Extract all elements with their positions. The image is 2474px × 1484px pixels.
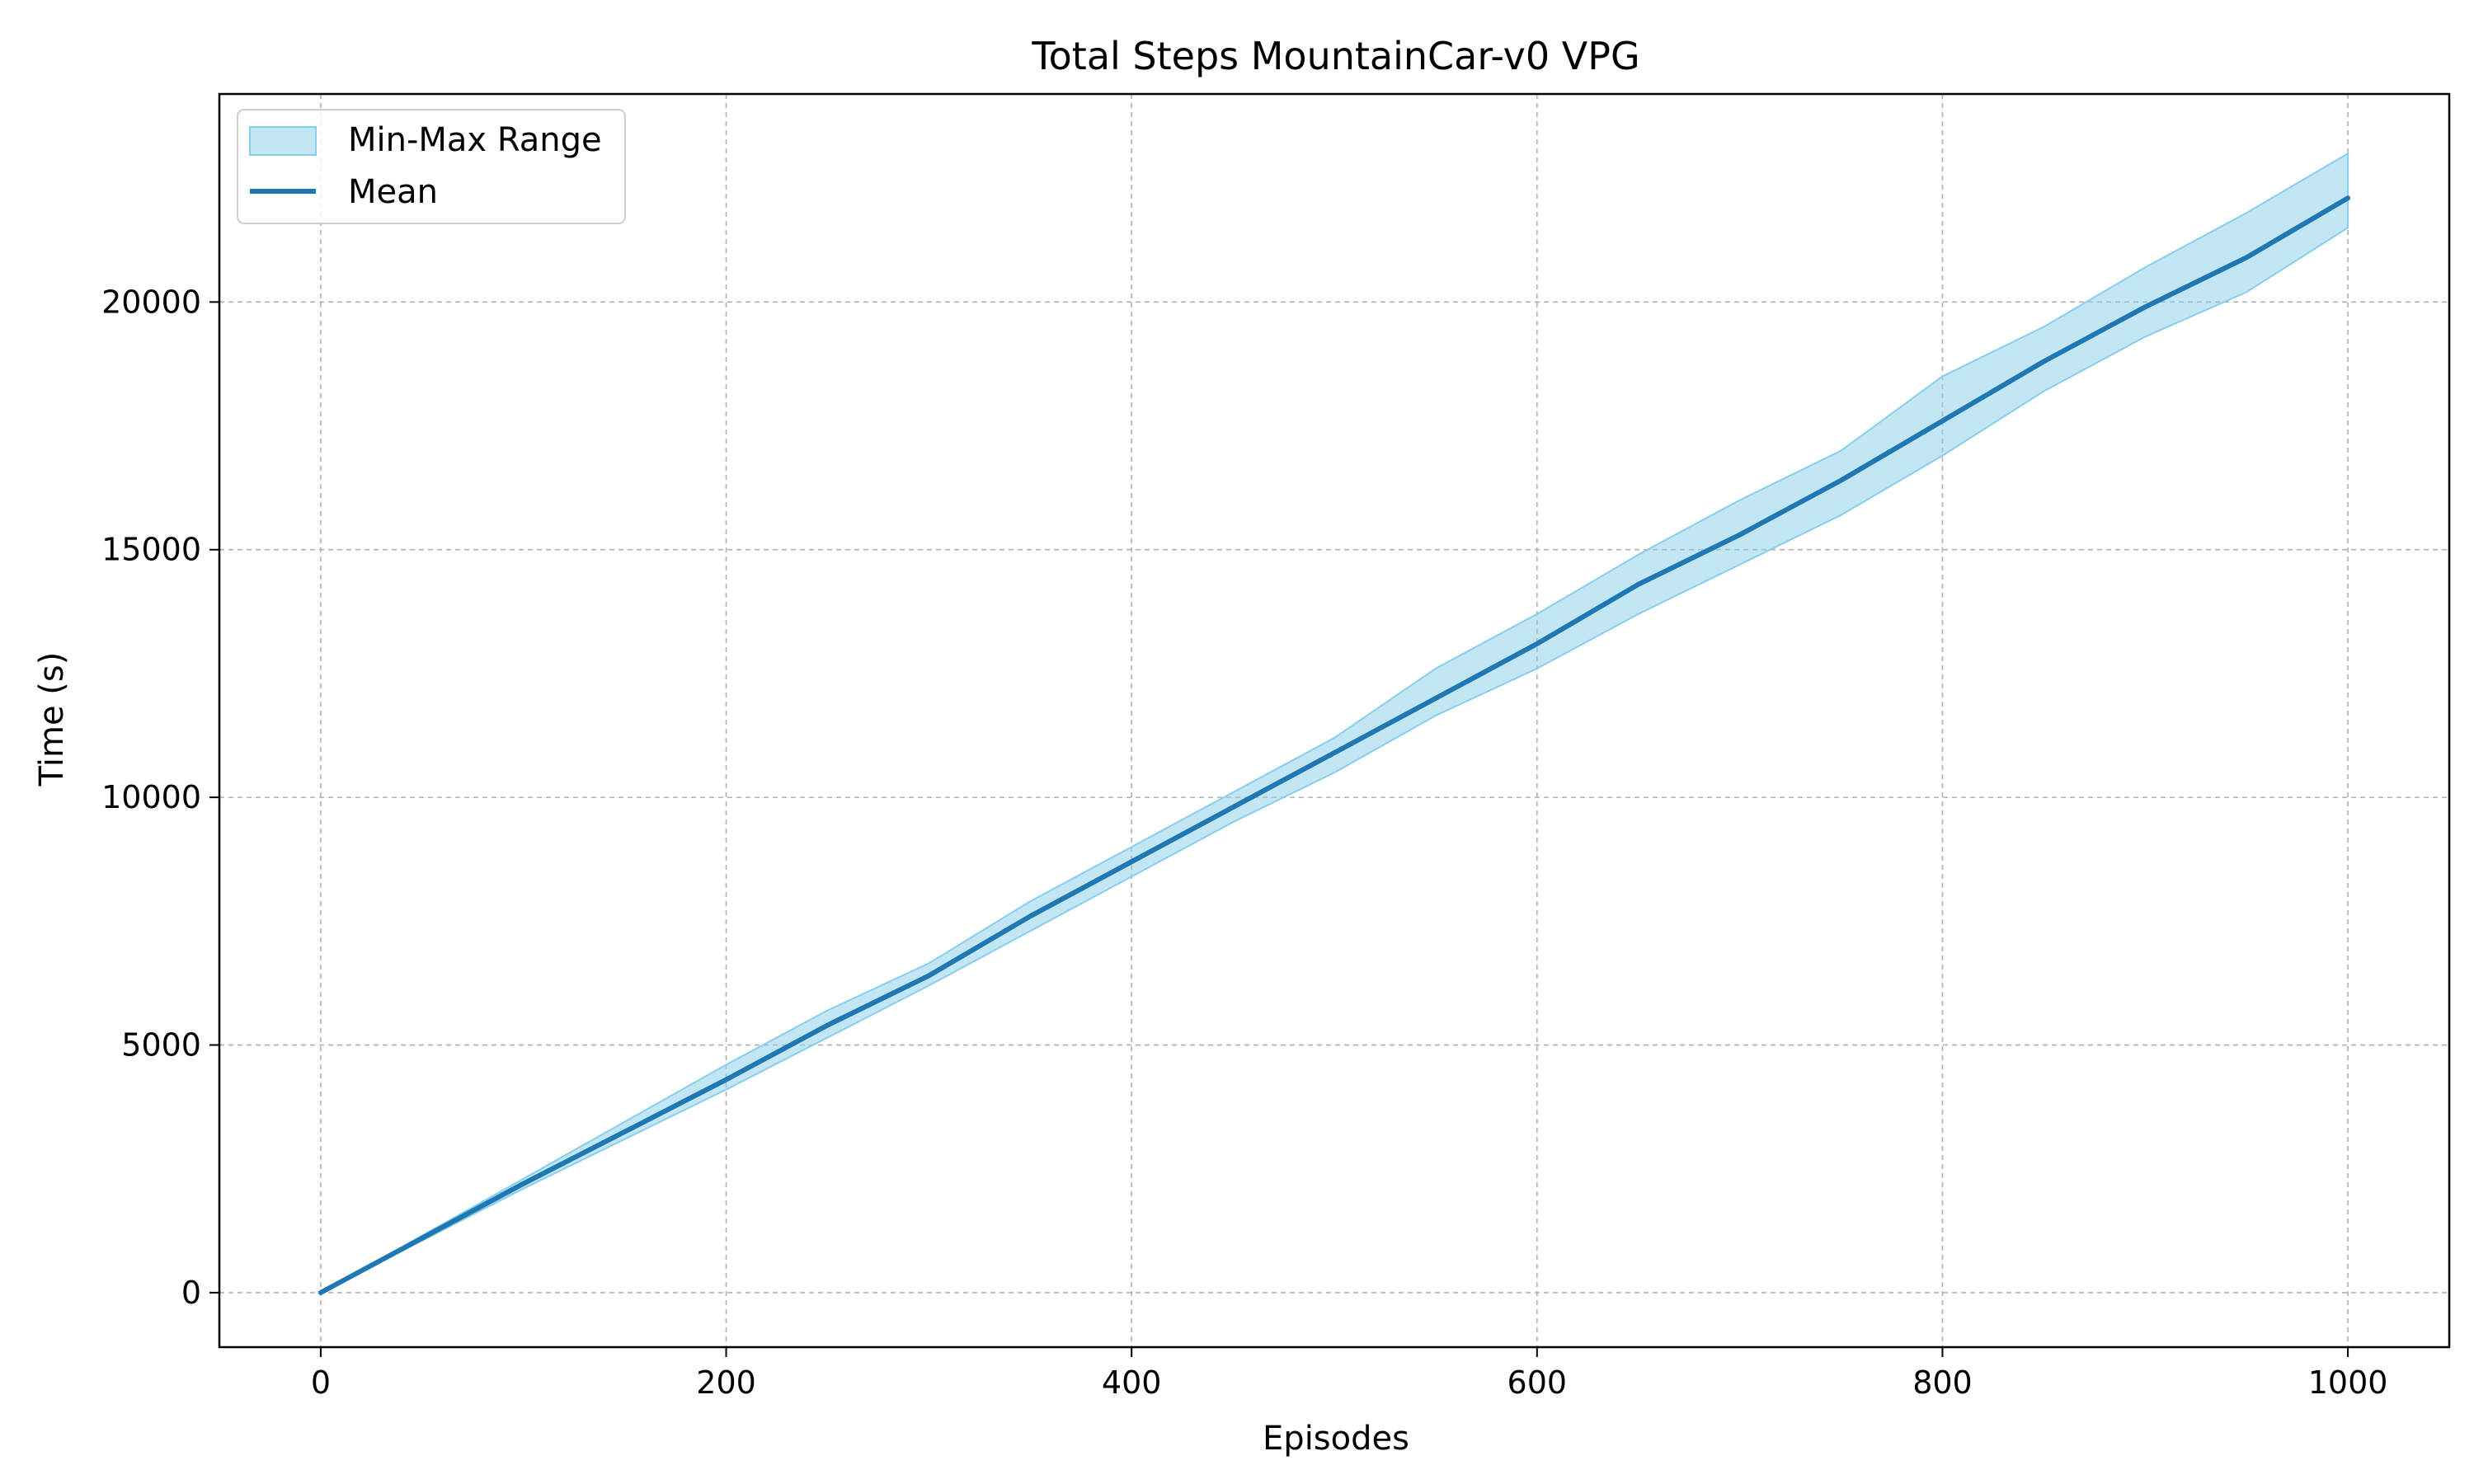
x-tick-label-800: 800 (1912, 1364, 1973, 1401)
mean-line (317, 195, 2351, 1295)
plot-frame (218, 92, 2451, 1349)
x-axis-label: Episodes (1263, 1420, 1409, 1458)
grid-lines (219, 94, 2449, 1347)
legend-swatch-band (249, 126, 317, 156)
min-max-band-group (320, 152, 2349, 1294)
y-tick-label-10000: 10000 (101, 779, 201, 815)
legend-box (237, 109, 626, 224)
x-tick-label-600: 600 (1507, 1364, 1568, 1401)
x-tick-label-200: 200 (696, 1364, 756, 1401)
y-tick-label-5000: 5000 (121, 1027, 201, 1064)
y-tick-label-0: 0 (181, 1275, 201, 1311)
y-axis-ticks: 0 5000 10000 15000 20000 (101, 284, 219, 1311)
legend-label-mean: Mean (348, 173, 438, 211)
legend: Min-Max Range Mean (237, 109, 626, 224)
mean-line-group (317, 195, 2351, 1295)
legend-label-band: Min-Max Range (348, 121, 602, 159)
chart-title: Total Steps MountainCar-v0 VPG (1031, 34, 1639, 78)
min-max-band (320, 152, 2349, 1294)
y-axis-label: Time (s) (33, 652, 71, 787)
x-tick-label-0: 0 (311, 1364, 331, 1401)
x-tick-label-400: 400 (1102, 1364, 1162, 1401)
x-axis-ticks: 0 200 400 600 800 1000 (311, 1347, 2388, 1401)
y-tick-label-20000: 20000 (101, 284, 201, 320)
x-tick-label-1000: 1000 (2308, 1364, 2388, 1401)
y-tick-label-15000: 15000 (101, 532, 201, 568)
